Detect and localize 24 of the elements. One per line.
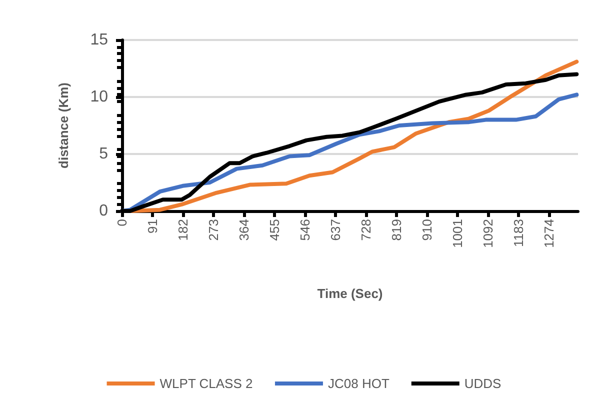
x-tick-label: 455 [267, 219, 282, 241]
x-tick-label: 1274 [542, 219, 557, 248]
y-axis-title: distance (Km) [56, 82, 71, 168]
x-tick-label: 1092 [480, 219, 496, 248]
x-tick-label: 273 [206, 219, 222, 241]
legend-label: UDDS [464, 376, 502, 391]
x-tick-label: 1001 [450, 219, 466, 248]
y-tick-label: 0 [99, 202, 108, 220]
x-tick-label: 819 [389, 219, 404, 241]
legend-label: JC08 HOT [328, 376, 390, 391]
x-tick-label: 546 [298, 219, 313, 241]
y-tick-label: 15 [90, 32, 108, 48]
y-tick-label: 5 [99, 146, 108, 162]
legend-label: WLPT CLASS 2 [160, 376, 253, 391]
x-tick-label: 910 [420, 219, 435, 241]
x-tick-label: 0 [114, 219, 130, 226]
x-tick-label: 364 [236, 219, 252, 241]
x-tick-label: 637 [328, 219, 344, 241]
x-tick-label: 1183 [511, 219, 526, 247]
y-tick-label: 10 [90, 88, 108, 106]
x-tick-label: 91 [145, 219, 160, 234]
x-axis-title: Time (Sec) [317, 286, 383, 301]
x-tick-label: 182 [176, 219, 191, 241]
x-tick-label: 728 [358, 219, 374, 241]
